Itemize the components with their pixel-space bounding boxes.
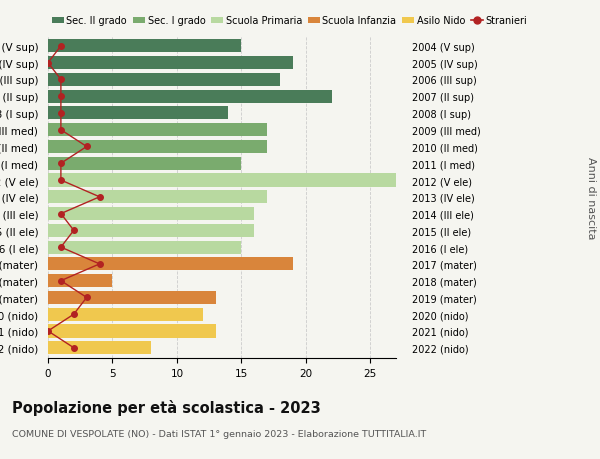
Bar	[48, 74, 280, 87]
Bar	[48, 341, 151, 354]
Bar	[48, 157, 241, 170]
Text: COMUNE DI VESPOLATE (NO) - Dati ISTAT 1° gennaio 2023 - Elaborazione TUTTITALIA.: COMUNE DI VESPOLATE (NO) - Dati ISTAT 1°…	[12, 429, 426, 438]
Text: Popolazione per età scolastica - 2023: Popolazione per età scolastica - 2023	[12, 399, 321, 415]
Bar	[48, 57, 293, 70]
Bar	[48, 107, 229, 120]
Text: Anni di nascita: Anni di nascita	[586, 156, 596, 239]
Bar	[48, 325, 215, 338]
Bar	[48, 308, 203, 321]
Bar	[48, 191, 267, 204]
Bar	[48, 224, 254, 237]
Bar	[48, 274, 112, 288]
Bar	[48, 207, 254, 221]
Bar	[48, 174, 396, 187]
Legend: Sec. II grado, Sec. I grado, Scuola Primaria, Scuola Infanzia, Asilo Nido, Stran: Sec. II grado, Sec. I grado, Scuola Prim…	[48, 12, 532, 30]
Bar	[48, 140, 267, 154]
Bar	[48, 291, 215, 304]
Bar	[48, 258, 293, 271]
Bar	[48, 90, 332, 103]
Bar	[48, 40, 241, 53]
Bar	[48, 124, 267, 137]
Bar	[48, 241, 241, 254]
